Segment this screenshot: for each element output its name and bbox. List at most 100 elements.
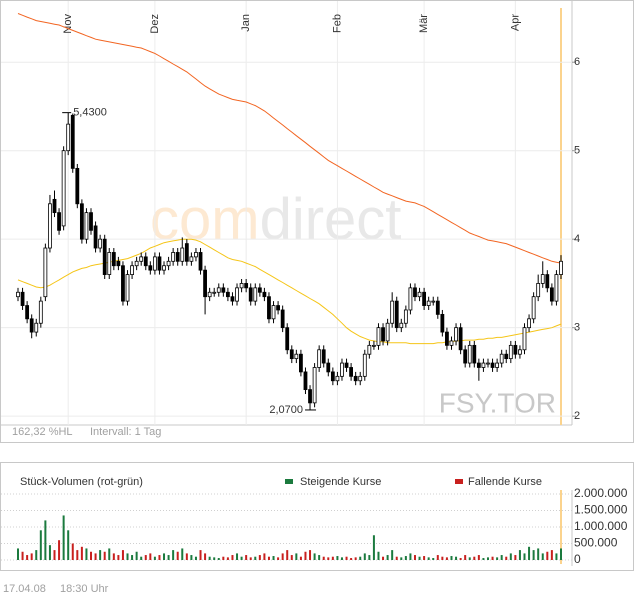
volume-bar	[267, 556, 270, 560]
legend-swatch	[285, 479, 293, 484]
volume-bar	[496, 557, 499, 560]
candle-body	[34, 322, 39, 333]
legend-label: Fallende Kurse	[468, 476, 542, 488]
y-tick-label: 0	[574, 552, 581, 566]
volume-title: Stück-Volumen (rot-grün)	[20, 476, 143, 488]
candle-body	[29, 318, 34, 333]
volume-bar	[80, 546, 83, 560]
candle-body	[171, 252, 176, 262]
annotation-label: 2,0700	[269, 404, 303, 416]
candle-body	[381, 327, 385, 342]
candle-body	[408, 287, 413, 311]
candle-body	[139, 256, 144, 262]
candle-body	[79, 203, 84, 240]
candle-body	[189, 256, 194, 262]
candle-body	[536, 283, 541, 298]
volume-bar	[400, 557, 403, 560]
candle-body	[476, 362, 481, 368]
watermark-logo: comdirect	[150, 187, 401, 252]
volume-bar	[90, 551, 93, 560]
volume-bar	[363, 553, 366, 560]
candle-body	[57, 212, 61, 231]
volume-bar	[500, 555, 503, 560]
candle-body	[162, 265, 166, 271]
candle-body	[549, 287, 554, 302]
footer-date: 17.04.08	[3, 583, 46, 595]
volume-bar	[39, 530, 42, 560]
candle-body	[212, 291, 217, 294]
candle-body	[504, 353, 509, 360]
volume-bar	[135, 551, 138, 560]
candle-body	[495, 362, 500, 368]
volume-bar	[382, 556, 385, 560]
volume-bar	[318, 555, 321, 560]
candle-body	[390, 300, 395, 324]
volume-bar	[131, 555, 134, 560]
watermark-part: direct	[260, 187, 402, 252]
annotation-label: 5,4300	[73, 107, 107, 119]
candle-body	[253, 287, 258, 302]
candle-body	[175, 252, 180, 262]
candle-body	[403, 309, 408, 324]
candle-body	[353, 375, 358, 382]
volume-bar	[322, 556, 325, 560]
volume-bar	[249, 557, 252, 560]
volume-bar	[76, 550, 79, 560]
volume-bar	[30, 553, 33, 560]
candle-body	[317, 349, 322, 368]
x-tick-label: Apr	[509, 14, 521, 31]
volume-bar	[236, 553, 239, 560]
volume-bar	[413, 555, 416, 560]
candle-body	[43, 247, 48, 298]
candle-body	[107, 252, 112, 275]
volume-bar	[482, 558, 485, 560]
volume-bar	[477, 555, 480, 560]
volume-bar	[345, 556, 348, 560]
candle-body	[248, 287, 253, 302]
volume-bar	[71, 543, 74, 560]
volume-bar	[149, 553, 152, 560]
y-tick-label: 2	[574, 410, 580, 422]
candle-body	[48, 203, 52, 249]
volume-bar	[217, 558, 220, 560]
candle-body	[349, 367, 354, 377]
y-tick-label: 1.500.000	[574, 503, 628, 517]
volume-bar	[99, 550, 102, 560]
candle-body	[372, 344, 376, 347]
candle-body	[531, 296, 536, 320]
volume-bar	[523, 553, 526, 560]
volume-bar	[213, 557, 216, 560]
volume-bar	[121, 550, 124, 560]
y-tick-label: 5	[574, 145, 580, 157]
candle-body	[513, 344, 518, 355]
volume-bar	[281, 553, 284, 560]
volume-bar	[290, 555, 293, 560]
volume-bar	[208, 556, 211, 560]
candle-body	[422, 291, 427, 306]
volume-bar	[199, 550, 202, 560]
volume-bar	[368, 555, 371, 560]
volume-bar	[404, 556, 407, 560]
volume-bar	[185, 553, 188, 560]
volume-bar	[546, 551, 549, 560]
candle-body	[330, 371, 335, 382]
candle-body	[490, 362, 495, 368]
candle-body	[207, 291, 212, 298]
candle-body	[75, 167, 80, 205]
volume-bar	[272, 556, 275, 560]
volume-bar	[231, 555, 234, 560]
volume-bar	[277, 557, 280, 560]
volume-bar	[144, 555, 147, 560]
volume-bar	[418, 556, 421, 560]
candle-body	[344, 362, 349, 368]
candle-body	[52, 198, 57, 214]
volume-bar	[505, 556, 508, 560]
candle-body	[527, 318, 531, 329]
volume-bar	[445, 557, 448, 560]
volume-bar	[172, 550, 175, 560]
candle-body	[518, 349, 522, 355]
candle-body	[20, 291, 25, 306]
candle-body	[467, 344, 472, 364]
candle-body	[312, 367, 317, 404]
candle-body	[522, 327, 527, 351]
